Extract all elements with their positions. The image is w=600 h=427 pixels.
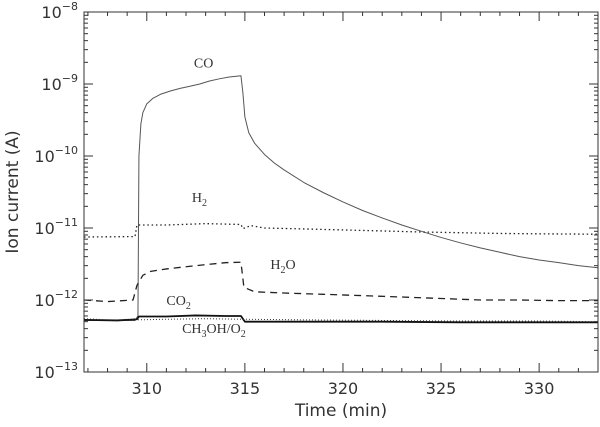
annotation-layer: CO H2 H2O CO2 CH3OH/O2 xyxy=(166,56,295,339)
y-tick-label: 10−13 xyxy=(34,360,78,382)
x-tick-label: 330 xyxy=(524,379,555,398)
y-tick-label: 10−11 xyxy=(34,216,78,238)
series-line-co2 xyxy=(83,314,598,324)
series-label-ch3oh-o2: CH3OH/O2 xyxy=(182,322,246,340)
x-tick-label: 315 xyxy=(230,379,261,398)
y-axis: 10−13 10−12 10−11 10−10 10−9 10−8 xyxy=(34,0,598,382)
series-label-h2: H2 xyxy=(192,191,207,209)
series-line-h2 xyxy=(83,222,599,238)
series-line-h2o xyxy=(83,261,598,303)
y-tick-label: 10−9 xyxy=(41,72,78,94)
x-tick-label: 320 xyxy=(328,379,359,398)
series-line-ch3oh-o2 xyxy=(83,318,599,323)
y-tick-label: 10−8 xyxy=(41,0,78,22)
series-layer xyxy=(83,75,599,324)
y-axis-title: Ion current (A) xyxy=(3,130,23,253)
x-tick-label: 325 xyxy=(426,379,457,398)
series-label-co: CO xyxy=(194,56,213,71)
y-tick-label: 10−12 xyxy=(34,288,78,310)
series-label-co2: CO2 xyxy=(166,294,190,312)
x-axis-title: Time (min) xyxy=(294,401,387,421)
series-label-h2o: H2O xyxy=(270,258,295,276)
x-tick-label: 310 xyxy=(132,379,163,398)
series-line-co xyxy=(84,75,599,321)
plot-frame xyxy=(83,11,599,373)
x-axis: 310 315 320 325 330 xyxy=(87,12,599,398)
y-tick-label: 10−10 xyxy=(34,144,78,166)
